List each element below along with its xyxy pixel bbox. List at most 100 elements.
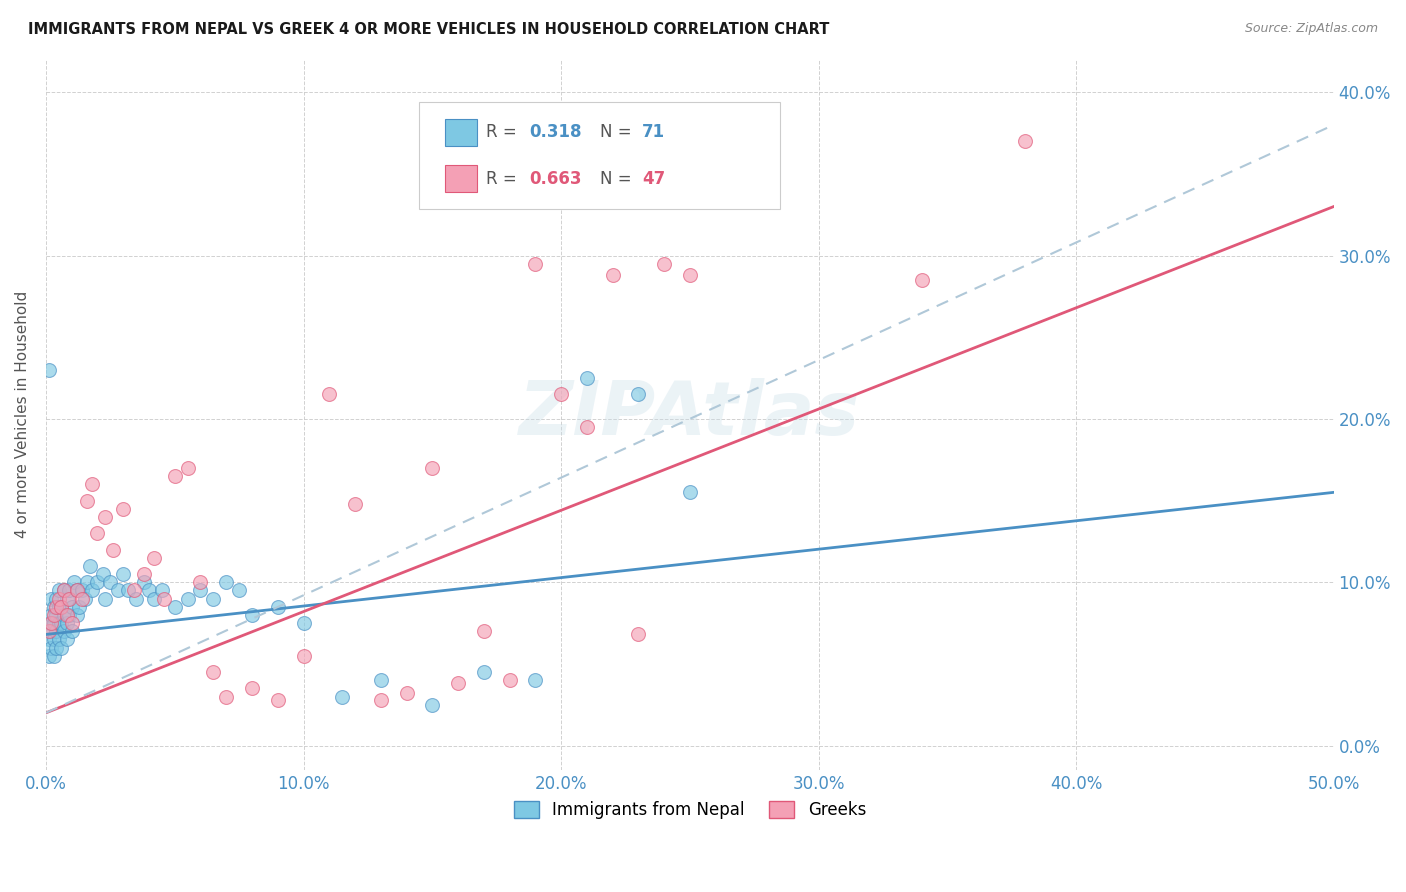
Point [550,387,572,401]
Point [343,497,366,511]
Point [53,583,76,598]
Point [652,257,675,271]
Point [66,607,89,622]
Point [575,371,598,385]
Point [45,624,67,639]
Point [82,583,104,598]
Point [55,591,77,606]
Point [447,676,470,690]
Point [76,493,98,508]
Point [42,615,65,630]
Point [48,583,70,598]
Point [51,615,73,630]
Text: 0.318: 0.318 [529,123,581,142]
Point [51,599,73,614]
Point [58,591,80,606]
Point [132,575,155,590]
Bar [446,165,478,192]
Point [472,665,495,679]
Point [48,615,70,630]
Point [240,607,263,622]
Point [132,567,155,582]
Point [330,690,353,704]
Point [98,575,121,590]
Point [94,509,117,524]
Point [163,469,186,483]
Point [122,583,145,598]
Point [60,615,83,630]
Point [117,583,139,598]
Point [267,693,290,707]
Point [679,485,702,500]
Point [101,542,124,557]
Point [60,624,83,639]
Point [370,673,392,688]
Text: N =: N = [600,123,637,142]
Point [910,273,932,287]
Point [228,583,250,598]
Point [39,591,62,606]
Point [38,632,60,647]
Point [66,583,89,598]
Point [70,583,93,598]
Point [420,461,443,475]
Point [215,690,238,704]
Point [39,615,62,630]
Point [370,693,392,707]
Point [524,257,547,271]
Point [602,268,624,282]
Point [395,686,418,700]
Point [190,575,212,590]
Point [112,567,135,582]
Point [42,648,65,663]
Point [69,599,91,614]
Point [45,591,67,606]
Point [94,591,117,606]
FancyBboxPatch shape [419,103,780,209]
Text: 47: 47 [643,169,665,187]
Point [143,591,166,606]
Point [176,461,198,475]
Text: ZIPAtlas: ZIPAtlas [519,378,860,451]
Point [107,583,129,598]
Point [53,607,76,622]
Point [51,640,73,655]
Text: IMMIGRANTS FROM NEPAL VS GREEK 4 OR MORE VEHICLES IN HOUSEHOLD CORRELATION CHART: IMMIGRANTS FROM NEPAL VS GREEK 4 OR MORE… [28,22,830,37]
Point [51,599,73,614]
Point [55,632,77,647]
Point [575,420,598,434]
Point [215,575,238,590]
Point [63,575,86,590]
Point [66,583,89,598]
Point [60,599,83,614]
Point [627,387,650,401]
Point [38,363,60,377]
Text: 0.663: 0.663 [529,169,581,187]
Point [39,607,62,622]
Point [58,583,80,598]
Point [627,627,650,641]
Point [202,665,225,679]
Point [45,599,67,614]
Point [48,599,70,614]
Y-axis label: 4 or more Vehicles in Household: 4 or more Vehicles in Household [15,291,30,539]
Point [112,501,135,516]
Point [82,477,104,491]
Point [498,673,520,688]
Point [55,615,77,630]
Point [202,591,225,606]
Point [1014,134,1036,148]
Point [267,599,290,614]
Point [48,591,70,606]
Point [76,575,98,590]
Point [45,607,67,622]
Text: R =: R = [486,123,523,142]
Point [39,640,62,655]
Text: 71: 71 [643,123,665,142]
Point [125,591,148,606]
Point [190,583,212,598]
Point [318,387,340,401]
Point [53,583,76,598]
Point [73,591,96,606]
Point [91,567,114,582]
